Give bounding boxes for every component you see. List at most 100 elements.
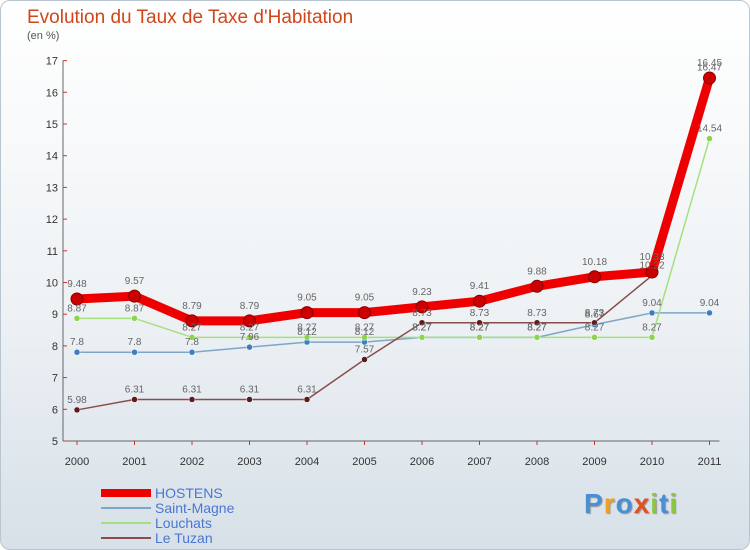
- data-label-le-tuzan: 16.47: [697, 62, 722, 73]
- data-label-le-tuzan: 8.73: [470, 308, 490, 319]
- x-tick-label: 2010: [640, 456, 664, 468]
- data-point-le-tuzan: [246, 396, 253, 403]
- data-point-hostens: [128, 289, 141, 303]
- legend-swatch-le-tuzan: [101, 537, 151, 539]
- data-label-louchats: 8.27: [527, 322, 547, 333]
- series-line-hostens: [72, 73, 714, 326]
- data-label-le-tuzan: 5.98: [67, 395, 87, 406]
- data-label-hostens: 10.18: [582, 257, 607, 268]
- data-point-le-tuzan: [361, 356, 368, 363]
- data-label-saint-magne: 8.27: [527, 322, 547, 333]
- data-label-saint-magne: 7.8: [128, 337, 142, 348]
- data-point-hostens: [645, 265, 659, 279]
- data-point-hostens: [588, 270, 601, 284]
- data-label-louchats: 8.87: [67, 303, 87, 314]
- x-tick-label: 2004: [295, 456, 319, 468]
- data-point-louchats: [533, 334, 541, 341]
- data-label-hostens: 9.57: [125, 276, 145, 287]
- y-tick-label: 13: [46, 182, 58, 194]
- data-point-hostens: [300, 306, 314, 320]
- data-label-hostens: 9.05: [355, 293, 375, 304]
- data-point-hostens: [530, 279, 544, 293]
- axes: 5 6 7 8 9 10 11 12 13 14 15 16 17 2000 2001 2002 2003 200…: [46, 56, 722, 468]
- y-tick-label: 16: [46, 87, 58, 99]
- data-point-le-tuzan: [131, 396, 138, 403]
- data-point-louchats: [476, 334, 483, 341]
- legend-label: Saint-Magne: [155, 500, 235, 516]
- series-line-saint-magne: [76, 312, 711, 353]
- data-label-le-tuzan: 6.31: [240, 384, 260, 395]
- data-label-hostens: 8.79: [240, 301, 260, 312]
- x-tick-label: 2003: [237, 456, 261, 468]
- data-point-louchats: [418, 334, 426, 341]
- data-label-le-tuzan: 8.73: [527, 308, 547, 319]
- data-point-hostens: [415, 300, 429, 314]
- data-point-le-tuzan: [476, 319, 483, 327]
- x-tick-label: 2009: [582, 456, 606, 468]
- x-tick-label: 2007: [467, 456, 491, 468]
- data-label-saint-magne: 8.67: [585, 310, 605, 321]
- chart-subtitle: (en %): [27, 30, 60, 42]
- x-tick-label: 2011: [698, 456, 722, 468]
- data-point-le-tuzan: [188, 396, 196, 403]
- x-tick-label: 2000: [65, 456, 89, 468]
- data-label-saint-magne: 9.04: [642, 298, 662, 309]
- y-tick-label: 7: [52, 373, 58, 385]
- data-point-louchats: [246, 334, 253, 341]
- data-point-saint-magne: [706, 309, 713, 317]
- x-tick-label: 2001: [122, 456, 146, 468]
- data-label-louchats: 8.87: [125, 303, 145, 314]
- data-label-louchats: 14.54: [697, 124, 722, 135]
- data-point-hostens: [185, 314, 199, 328]
- y-tick-label: 14: [46, 151, 58, 163]
- data-point-saint-magne: [188, 348, 196, 356]
- data-label-louchats: 8.27: [240, 322, 260, 333]
- data-label-le-tuzan: 10.22: [639, 261, 664, 272]
- data-label-louchats: 8.27: [182, 322, 202, 333]
- data-point-hostens: [70, 292, 84, 306]
- legend-swatch-louchats: [101, 522, 151, 524]
- data-label-saint-magne: 8.27: [412, 322, 432, 333]
- chart-title: Evolution du Taux de Taxe d'Habitation: [27, 7, 354, 28]
- y-tick-label: 11: [47, 246, 58, 258]
- data-label-le-tuzan: 6.31: [125, 384, 145, 395]
- x-tick-label: 2006: [410, 456, 434, 468]
- y-tick-label: 12: [46, 214, 58, 226]
- data-label-louchats: 8.27: [470, 322, 490, 333]
- data-point-hostens: [473, 294, 486, 308]
- data-label-saint-magne: 7.96: [240, 332, 260, 343]
- y-tick-label: 17: [46, 56, 58, 68]
- y-tick-label: 10: [46, 278, 58, 290]
- data-label-le-tuzan: 6.31: [182, 384, 202, 395]
- data-label-louchats: 8.27: [355, 322, 375, 333]
- data-point-le-tuzan: [73, 406, 81, 414]
- data-point-hostens: [358, 306, 371, 320]
- y-tick-label: 9: [52, 309, 58, 321]
- data-label-hostens: 10.33: [639, 252, 664, 263]
- series-line-le-tuzan: [76, 76, 711, 411]
- data-label-hostens: 9.05: [297, 293, 317, 304]
- y-tick-label: 6: [52, 404, 58, 416]
- data-point-louchats: [361, 334, 368, 341]
- data-point-louchats: [303, 334, 311, 341]
- series-layer: [70, 71, 716, 414]
- data-label-louchats: 8.27: [585, 322, 605, 333]
- data-point-louchats: [648, 334, 656, 341]
- data-labels: 7.8 7.8 7.8 7.96 8.12 8.12 8.27 8.27 8.278.679.0…: [67, 58, 722, 406]
- data-point-hostens: [703, 71, 716, 85]
- data-label-le-tuzan: 7.57: [355, 345, 375, 356]
- data-label-saint-magne: 8.27: [470, 322, 490, 333]
- data-label-saint-magne: 7.8: [185, 337, 199, 348]
- data-point-louchats: [706, 135, 713, 142]
- data-label-saint-magne: 8.12: [355, 327, 375, 338]
- data-label-louchats: 8.27: [297, 322, 317, 333]
- data-point-louchats: [73, 315, 81, 322]
- legend-label: Le Tuzan: [155, 530, 213, 546]
- data-point-saint-magne: [131, 348, 138, 356]
- data-point-louchats: [188, 334, 196, 341]
- data-label-hostens: 9.48: [67, 279, 87, 290]
- y-tick-label: 5: [52, 436, 58, 448]
- data-point-le-tuzan: [533, 319, 541, 327]
